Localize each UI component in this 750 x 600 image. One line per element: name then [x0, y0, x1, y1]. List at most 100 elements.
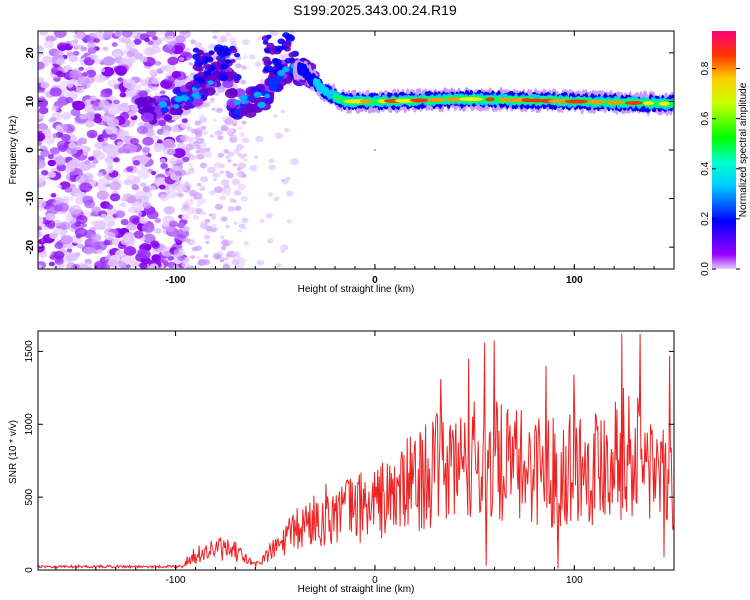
spectrogram-noise-blob [138, 90, 149, 98]
spectrogram-noise-blob [53, 227, 64, 236]
spectrogram-noise-blob [76, 215, 88, 224]
spectrogram-noise-blob [215, 255, 221, 259]
spectrogram-noise-blob [128, 56, 137, 63]
spectrogram-noise-blob [159, 194, 170, 202]
spectrogram-noise-blob [72, 50, 80, 56]
spectrogram-noise-blob [56, 202, 69, 213]
spectrogram-noise-blob [143, 46, 156, 56]
spectrogram-noise-blob [183, 237, 191, 243]
spectrogram-noise-blob [176, 142, 186, 149]
spectrogram-noise-blob [68, 142, 77, 149]
spectrogram-noise-blob [120, 218, 129, 226]
spectrogram-noise-blob [96, 190, 109, 200]
spectrogram-noise-blob [219, 259, 225, 263]
spectrogram-noise-blob [131, 217, 142, 225]
spectrogram-noise-blob [280, 178, 286, 182]
spectrogram-noise-blob [40, 169, 49, 176]
spectrogram-noise-blob [97, 172, 104, 177]
spectrogram-noise-blob [139, 217, 149, 224]
colorbar-ticks: 0.0 0.2 0.4 0.6 0.8 [700, 61, 740, 276]
spectrogram-noise-blob [154, 228, 162, 234]
spectrogram-noise-blob [272, 79, 279, 85]
spectrogram-noise-blob [168, 220, 178, 228]
spectrogram-noise-blob [74, 262, 87, 269]
spectrogram-noise-blob [272, 58, 282, 67]
spectrogram-noise-blob [227, 159, 232, 163]
spectrogram-noise-blob [238, 257, 247, 264]
spectrogram-noise-blob [148, 40, 154, 46]
spectrogram-noise-blob [121, 31, 133, 38]
spectrogram-noise-blob [83, 246, 94, 255]
spectrogram-noise-blob [87, 46, 97, 54]
spectrogram-noise-blob [194, 120, 202, 126]
spectrogram-noise-blob [277, 69, 286, 76]
spectrogram-noise-blob [226, 172, 234, 179]
spectrogram-hotspot [564, 99, 589, 104]
spectrogram-hotspot [521, 98, 533, 103]
spectrogram-noise-blob [94, 113, 102, 119]
spectrogram-noise-blob [224, 31, 232, 37]
spectrogram-noise-blob [193, 141, 200, 146]
spectrogram-x-tick-label: -100 [166, 275, 186, 286]
spectrogram-noise-blob [85, 201, 91, 206]
spectrogram-noise-blob [152, 35, 158, 41]
spectrogram-noise-blob [183, 181, 190, 186]
spectrogram-noise-blob [90, 233, 102, 242]
spectrogram-noise-blob [256, 259, 265, 266]
spectrogram-noise-blob [126, 51, 135, 58]
spectrogram-noise-blob [186, 136, 194, 143]
spectrogram-noise-blob [54, 242, 64, 250]
spectrogram-noise-blob [121, 102, 129, 108]
snr-line [38, 333, 674, 569]
spectrogram-noise-blob [94, 58, 102, 64]
spectrogram-noise-blob [170, 125, 180, 133]
spectrogram-noise-blob [94, 151, 106, 161]
spectrogram-noise-blob [51, 105, 60, 112]
spectrogram-noise-blob [148, 97, 157, 104]
spectrogram-noise-blob [78, 161, 92, 171]
spectrogram-noise-blob [146, 210, 159, 220]
spectrogram-noise-blob [152, 143, 165, 152]
spectrogram-noise-blob [186, 126, 193, 132]
spectrogram-noise-blob [106, 147, 119, 158]
spectrogram-noise-blob [38, 199, 47, 208]
spectrogram-noise-blob [132, 177, 141, 184]
spectrogram-noise-blob [255, 135, 264, 143]
spectrogram-noise-blob [93, 116, 103, 124]
spectrogram-noise-blob [242, 104, 255, 114]
spectrogram-noise-blob [109, 95, 116, 101]
spectrogram-noise-blob [107, 258, 118, 267]
spectrogram-noise-blob [243, 241, 249, 246]
spectrogram-hotspot [409, 98, 430, 103]
spectrogram-hotspot [359, 99, 372, 104]
spectrogram-noise-blob [120, 88, 126, 94]
spectrogram-noise-blob [66, 252, 78, 262]
colorbar-tick-label: 0.8 [700, 61, 711, 75]
colorbar-tick-label: 0.4 [700, 161, 711, 175]
spectrogram-noise-blob [163, 170, 172, 177]
spectrogram-noise-blob [69, 183, 77, 189]
spectrogram-noise-blob [38, 106, 49, 115]
spectrogram-noise-blob [86, 173, 94, 180]
spectrogram-noise-blob [183, 104, 191, 111]
spectrogram-noise-blob [213, 161, 223, 169]
spectrogram-hotspot [658, 101, 671, 106]
spectrogram-noise-blob [68, 196, 75, 202]
spectrogram-noise-blob [125, 87, 138, 98]
spectrogram-hotspot [507, 98, 527, 103]
spectrogram-noise-blob [75, 86, 85, 94]
spectrogram-noise-blob [254, 61, 262, 67]
spectrogram-noise-blob [162, 219, 172, 228]
spectrogram-noise-blob [231, 178, 241, 186]
spectrogram-noise-blob [233, 221, 238, 225]
spectrogram-noise-blob [118, 132, 125, 137]
spectrogram-noise-blob [128, 111, 136, 117]
spectrogram-noise-blob [200, 176, 209, 183]
spectrogram-noise-blob [105, 125, 118, 135]
spectrogram-noise-blob [206, 74, 217, 83]
spectrogram-noise-blob [51, 36, 58, 41]
spectrogram-noise-blob [162, 129, 171, 137]
spectrogram-noise-blob [194, 136, 199, 140]
spectrogram-noise-blob [202, 130, 209, 136]
